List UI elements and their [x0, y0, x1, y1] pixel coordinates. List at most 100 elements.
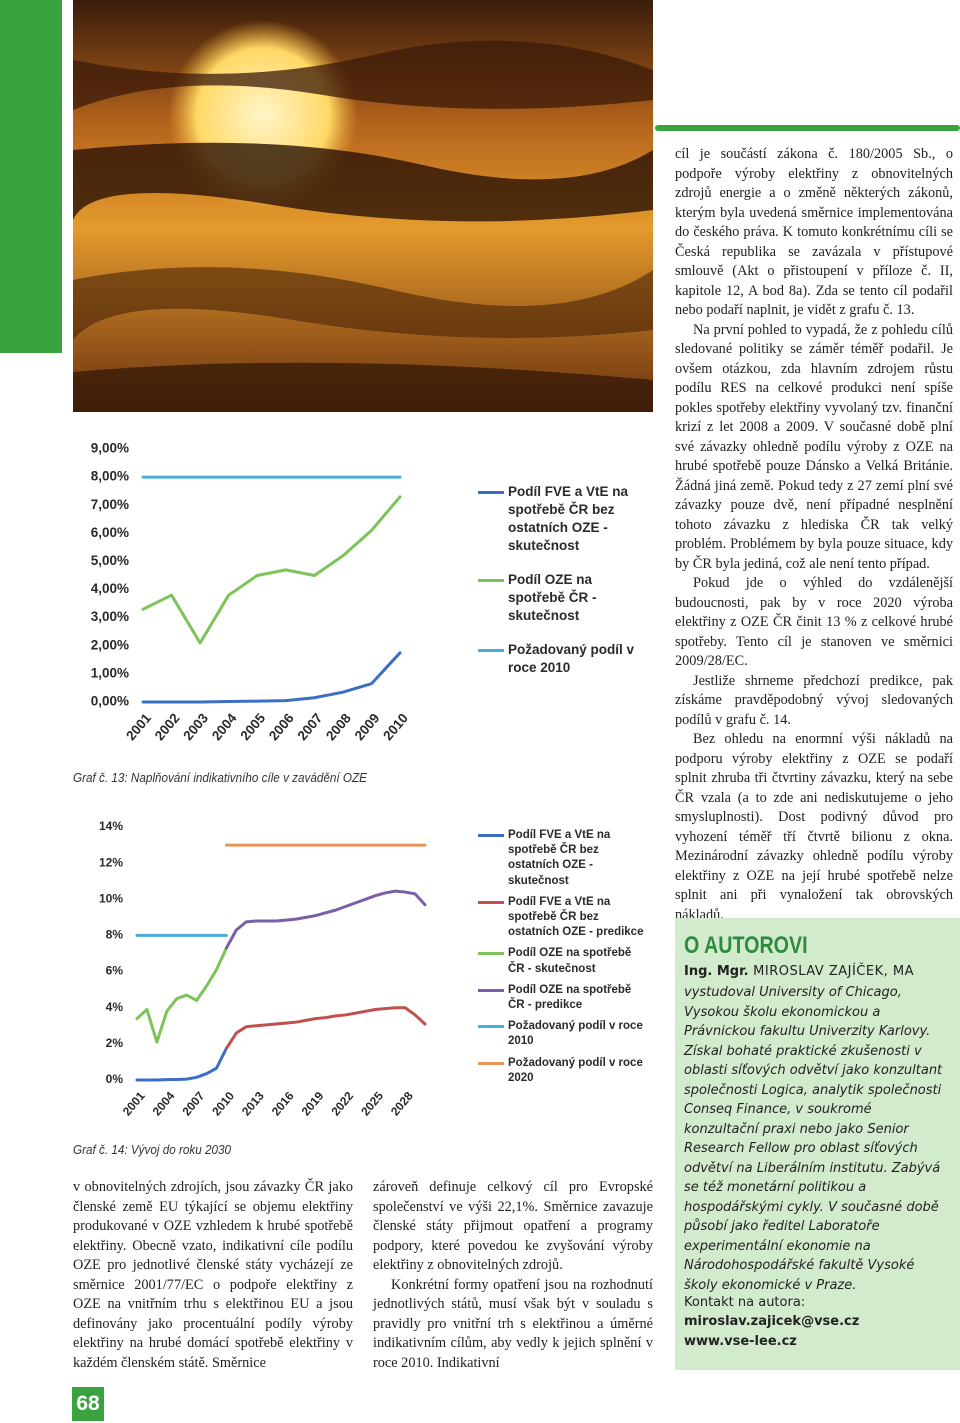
series-line — [135, 946, 228, 1044]
legend-swatch — [478, 1061, 504, 1065]
chart: 0,00% 1,00% 2,00% 3,00% 4,00% 5,00% 6,00% 7,00%… — [73, 425, 653, 795]
y-tick-label: 1,00% — [91, 665, 129, 680]
page-number: 68 — [72, 1387, 104, 1421]
paragraph: Pokud jde o výhled do vzdálenější budouc… — [675, 575, 953, 669]
author-name-line: Ing. Mgr. MIROSLAV ZAJÍČEK, MA — [684, 964, 914, 979]
author-title: Ing. Mgr. — [684, 964, 749, 979]
chart-svg: 0,00% 1,00% 2,00% 3,00% 4,00% 5,00% 6,00% 7,00%… — [91, 441, 411, 744]
contact-email[interactable]: miroslav.zajicek@vse.cz — [684, 1314, 860, 1329]
legend-swatch — [478, 988, 504, 992]
paragraph: Konkrétní formy opatření jsou na rozhodn… — [373, 1276, 653, 1371]
x-tick-label: 2002 — [152, 711, 183, 744]
paragraph: zároveň definuje celkový cíl pro Evropsk… — [373, 1179, 653, 1273]
legend-entry: Podíl OZE na spotřebě ČR - predikce — [478, 983, 648, 1013]
paragraph: cíl je součástí zákona č. 180/2005 Sb., … — [675, 146, 953, 318]
text-column: zároveň definuje celkový cíl pro Evropsk… — [373, 1178, 653, 1373]
y-tick-label: 8% — [106, 928, 124, 942]
legend-label: Podíl OZE na spotřebě ČR - skutečnost — [508, 572, 597, 623]
legend-label: Podíl OZE na spotřebě ČR - skutečnost — [508, 947, 632, 975]
paragraph: v obnovitelných zdrojích, jsou závazky Č… — [73, 1179, 353, 1371]
legend-swatch — [478, 1025, 504, 1029]
legend-swatch — [478, 952, 504, 956]
x-tick-label: 2009 — [352, 711, 383, 744]
x-tick-label: 2001 — [120, 1089, 148, 1119]
x-tick-label: 2004 — [150, 1089, 178, 1119]
legend-label: Podíl FVE a VtE na spotřebě ČR bez ostat… — [508, 895, 644, 939]
chart-svg: 0%2%4%6%8%10%12%14%2001 2004 2007 2010 2013 2… — [99, 819, 427, 1119]
contact-label: Kontakt na autora: — [684, 1295, 806, 1310]
x-tick-label: 2008 — [323, 710, 354, 743]
y-tick-label: 3,00% — [91, 609, 129, 624]
x-tick-label: 2022 — [328, 1089, 356, 1119]
chart-caption: Graf č. 13: Naplňování indikativního cíl… — [73, 770, 367, 785]
y-tick-label: 5,00% — [91, 553, 129, 568]
x-tick-label: 2003 — [180, 710, 211, 743]
y-tick-label: 0% — [106, 1072, 124, 1086]
y-tick-label: 10% — [99, 891, 123, 905]
legend-swatch — [478, 491, 504, 494]
x-tick-label: 2004 — [209, 710, 240, 743]
legend-label: Podíl OZE na spotřebě ČR - predikce — [508, 983, 632, 1012]
legend-entry: Požadovaný podíl v roce 2020 — [478, 1056, 648, 1086]
legend-label: Požadovaný podíl v roce 2020 — [508, 1056, 643, 1084]
x-tick-label: 2013 — [239, 1089, 267, 1119]
text-column: cíl je součástí zákona č. 180/2005 Sb., … — [675, 145, 953, 925]
legend-entry: Podíl FVE a VtE na spotřebě ČR bez ostat… — [478, 895, 648, 941]
x-tick-label: 2019 — [299, 1089, 327, 1119]
photo — [73, 0, 653, 412]
y-tick-label: 8,00% — [91, 469, 129, 484]
y-tick-label: 2% — [106, 1036, 124, 1050]
y-tick-label: 2,00% — [91, 637, 129, 652]
legend-swatch — [478, 579, 504, 582]
legend-entry: Podíl OZE na spotřebě ČR - skutečnost — [478, 571, 648, 625]
y-tick-label: 9,00% — [91, 441, 129, 456]
y-tick-label: 7,00% — [91, 497, 129, 512]
x-tick-label: 2001 — [123, 710, 154, 743]
legend-entry: Podíl FVE a VtE na spotřebě ČR bez ostat… — [478, 828, 648, 889]
legend: Podíl FVE a VtE na spotřebě ČR bez ostat… — [478, 483, 648, 693]
series-line — [141, 495, 402, 645]
x-tick-label: 2007 — [295, 711, 326, 744]
x-tick-label: 2007 — [179, 1089, 207, 1119]
legend: Podíl FVE a VtE na spotřebě ČR bez ostat… — [478, 828, 648, 1092]
y-tick-label: 14% — [99, 819, 123, 833]
legend-swatch — [478, 900, 504, 904]
accent-line — [655, 125, 960, 131]
y-tick-label: 4% — [106, 1000, 124, 1014]
legend-entry: Podíl OZE na spotřebě ČR - skutečnost — [478, 946, 648, 976]
x-tick-label: 2028 — [388, 1089, 416, 1119]
contact-web[interactable]: www.vse-lee.cz — [684, 1334, 797, 1349]
y-tick-label: 4,00% — [91, 581, 129, 596]
legend-label: Podíl FVE a VtE na spotřebě ČR bez ostat… — [508, 484, 629, 553]
author-box: O AUTOROVI Ing. Mgr. MIROSLAV ZAJÍČEK, M… — [675, 918, 960, 1370]
y-tick-label: 12% — [99, 855, 123, 869]
chart: 0% 2% 4% 6% 8% 10% 12% 14% 2001 2004 2007 2010 2013 2… — [73, 800, 653, 1170]
author-bio: vystudoval University of Chicago, Vysoko… — [684, 985, 943, 1293]
series-line — [141, 651, 402, 704]
series-line — [224, 889, 427, 950]
paragraph: Na první pohled to vypadá, že z pohledu … — [675, 321, 953, 572]
chart-caption: Graf č. 14: Vývoj do roku 2030 — [73, 1142, 232, 1157]
legend-entry: Požadovaný podíl v roce 2010 — [478, 1019, 648, 1049]
x-tick-label: 2010 — [209, 1089, 237, 1119]
x-tick-label: 2010 — [380, 711, 411, 744]
paragraph: Jestliže shrneme předchozí predikce, pak… — [675, 672, 953, 728]
legend-label: Požadovaný podíl v roce 2010 — [508, 642, 635, 675]
author-name: MIROSLAV ZAJÍČEK, MA — [753, 964, 914, 979]
y-tick-label: 0,00% — [91, 694, 129, 709]
paragraph: Bez ohledu na enormní výši nákladů na po… — [675, 731, 953, 923]
x-tick-label: 2006 — [266, 710, 297, 743]
x-tick-label: 2025 — [358, 1089, 386, 1119]
x-tick-label: 2005 — [237, 710, 268, 743]
legend-label: Podíl FVE a VtE na spotřebě ČR bez ostat… — [508, 829, 611, 887]
legend-entry: Podíl FVE a VtE na spotřebě ČR bez ostat… — [478, 483, 648, 555]
author-heading: O AUTOROVI — [684, 932, 808, 959]
series-line — [224, 1006, 427, 1050]
legend-swatch — [478, 649, 504, 652]
legend-entry: Požadovaný podíl v roce 2010 — [478, 641, 648, 677]
y-tick-label: 6,00% — [91, 525, 129, 540]
legend-label: Požadovaný podíl v roce 2010 — [508, 1020, 643, 1048]
x-tick-label: 2016 — [269, 1089, 297, 1119]
series-line — [135, 1046, 228, 1082]
